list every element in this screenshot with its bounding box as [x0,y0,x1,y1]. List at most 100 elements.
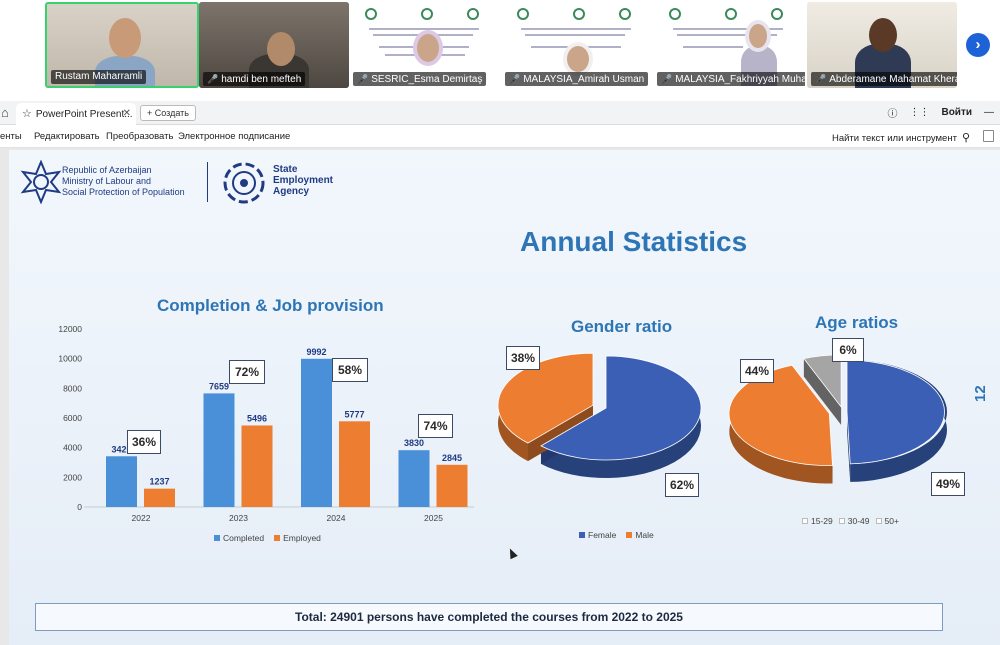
gender-chart-legend: Female Male [579,530,654,540]
participant-tile[interactable]: 🎤 hamdi ben mefteh [199,2,349,88]
home-icon[interactable]: ⌂ [1,105,9,120]
bar-chart: 0 2000 4000 6000 8000 10000 12000 3420 1237 2022 7… [58,324,474,523]
pdf-toolbar: енты Редактировать Преобразовать Электро… [0,126,1000,148]
legend-item-female: Female [579,530,616,540]
agency-name: State Employment Agency [273,164,334,197]
toolbar-item-esign[interactable]: Электронное подписание [178,131,291,142]
y-tick-label: 6000 [63,413,82,423]
participant-name: 🎤 Abderamane Mahamat Khera... [811,72,957,86]
bar-value-label: 9992 [306,347,326,357]
bar-value-label: 7659 [209,381,229,391]
x-tick-label: 2024 [327,513,346,523]
participant-name: 🎤 SESRIC_Esma Demirtaş [353,72,487,86]
participant-tile[interactable]: Rustam Maharramli [45,2,199,88]
y-tick-label: 4000 [63,443,82,453]
y-tick-label: 10000 [58,354,82,364]
completion-percent-box: 36% [127,430,161,454]
participant-tile[interactable]: 🎤 MALAYSIA_Fakhriyyah Muhardi [653,2,805,88]
legend-item-male: Male [626,530,654,540]
pie-edge-male [527,405,593,462]
x-tick-label: 2022 [132,513,151,523]
agency-logo [223,162,265,204]
pie-slice-female [540,355,702,461]
completion-percent-box: 72% [229,360,265,384]
login-button[interactable]: Войти [941,107,972,118]
completion-percent-box: 58% [332,358,368,382]
x-tick-label: 2025 [424,513,443,523]
pie-edge-30-49 [792,365,830,432]
participant-tile[interactable]: 🎤 SESRIC_Esma Demirtaş [349,2,501,88]
plus-icon: + [147,108,155,118]
close-icon[interactable]: ✕ [122,108,131,119]
bar-chart-title: Completion & Job provision [157,296,384,315]
participant-name: 🎤 hamdi ben mefteh [203,72,306,86]
side-panel-icon[interactable] [983,130,994,142]
age-percent-box: 44% [740,359,774,383]
help-icon[interactable]: ⓘ [887,109,898,120]
bar-value-label: 5777 [344,409,364,419]
pie-side-15-29 [847,360,947,482]
pie-side-female [541,356,701,478]
age-percent-box: 49% [931,472,965,496]
age-chart-legend: 15-29 30-49 50+ [802,516,899,526]
bar-chart-legend: Completed Employed [214,533,321,543]
gender-percent-box: 38% [506,346,540,370]
new-tab-button[interactable]: + Создать [140,105,196,121]
bar-value-label: 3420 [111,444,131,454]
logo-divider [207,162,208,202]
browser-tab-bar: ⌂ ☆ PowerPoint Present... ✕ + Создать ⓘ ⋮… [0,101,1000,125]
toolbar-item-edit[interactable]: Редактировать [34,131,100,142]
bar-completed [203,393,235,507]
bar-employed [144,488,175,507]
chevron-right-icon[interactable]: › [966,33,990,57]
bar-value-label: 1237 [149,477,169,487]
y-tick-label: 0 [77,502,82,512]
pie-slice-50-plus [803,354,842,409]
bar-value-label: 2845 [442,453,462,463]
participant-tile[interactable]: 🎤 MALAYSIA_Amirah Usman [501,2,653,88]
legend-item-employed: Employed [274,533,321,543]
find-tool-button[interactable]: Найти текст или инструмент ⚲ [831,132,970,144]
bar-completed [301,358,332,507]
bar-employed [339,421,370,507]
video-strip: Rustam Maharramli 🎤 hamdi ben mefteh 🎤 SES… [0,0,1000,98]
mic-off-icon: 🎤 [661,74,673,84]
bar-value-label: 3830 [404,438,424,448]
bar-employed [436,464,468,507]
toolbar-item-convert[interactable]: Преобразовать [106,131,174,142]
bar-completed [398,450,430,507]
star-icon: ☆ [22,108,32,120]
ministry-logo [20,160,62,204]
legend-item-30-49: 30-49 [838,516,870,526]
browser-tab[interactable]: ☆ PowerPoint Present... ✕ [16,103,136,125]
age-chart-title: Age ratios [815,313,899,332]
total-summary: Total: 24901 persons have completed the … [35,603,943,631]
x-tick-label: 2023 [229,513,248,523]
toolbar-item-documents[interactable]: енты [0,131,22,142]
bar-completed [106,456,137,507]
legend-item-completed: Completed [214,533,264,543]
pie-edge-15-29 [846,411,851,482]
pie-edge-female [540,408,606,464]
legend-item-50-plus: 50+ [875,516,899,526]
ministry-name: Republic of Azerbaijan Ministry of Labou… [62,165,185,197]
pie-edge-30-49 [829,413,833,484]
participant-name: 🎤 MALAYSIA_Fakhriyyah Muhardi [657,72,805,86]
age-percent-box: 6% [832,338,864,362]
slide: Republic of Azerbaijan Ministry of Labou… [9,150,1000,645]
gender-chart-title: Gender ratio [571,317,673,336]
tab-title: PowerPoint Present... [35,109,133,120]
bar-value-label: 5496 [247,413,267,423]
completion-percent-box: 74% [418,414,453,438]
mic-off-icon: 🎤 [357,74,369,84]
apps-grid-icon[interactable]: ⋮⋮ [909,107,930,118]
gender-percent-box: 62% [665,473,699,497]
participant-tile[interactable]: 🎤 Abderamane Mahamat Khera... [807,2,957,88]
y-tick-label: 2000 [63,472,82,482]
search-icon: ⚲ [961,132,970,144]
pie-slice-15-29 [846,359,945,465]
mic-off-icon: 🎤 [509,74,521,84]
minimize-icon[interactable]: — [984,107,994,118]
participant-name: 🎤 MALAYSIA_Amirah Usman [505,72,649,86]
slide-title: Annual Statistics [520,226,748,257]
